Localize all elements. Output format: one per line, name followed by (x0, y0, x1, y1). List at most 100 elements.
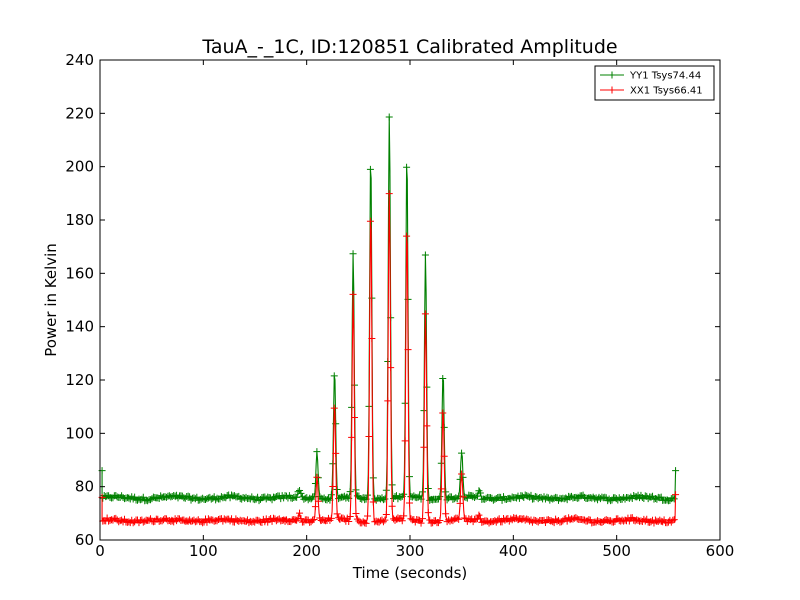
data-point (388, 502, 396, 510)
y-tick-label: 200 (65, 158, 94, 176)
data-point (419, 515, 427, 523)
data-point (527, 491, 535, 499)
data-point (238, 495, 246, 503)
legend-box (594, 65, 715, 101)
ticks-layer: 0 100 200 300 400 500 600 60 80 100 120 140 160 180 20… (65, 51, 734, 560)
data-point (314, 497, 322, 505)
data-point (400, 490, 408, 498)
data-point (327, 491, 335, 499)
data-point (459, 493, 467, 501)
data-point (533, 517, 541, 525)
data-point (643, 515, 651, 523)
x-tick-label: 300 (396, 542, 425, 560)
data-point (423, 422, 431, 430)
series-markers-0 (98, 113, 680, 505)
legend-label: YY1 Tsys74.44 (629, 71, 701, 82)
data-point (378, 494, 386, 502)
data-point (212, 496, 220, 504)
data-point (346, 488, 354, 496)
data-point (175, 515, 183, 523)
data-point (471, 494, 479, 502)
data-point (403, 232, 411, 240)
data-point (139, 493, 147, 501)
data-point (209, 516, 217, 524)
data-point (228, 491, 236, 499)
data-point (510, 514, 518, 522)
data-point (624, 494, 632, 502)
data-point (609, 518, 617, 526)
data-point (230, 492, 238, 500)
data-point (473, 492, 481, 500)
data-point (385, 113, 393, 121)
data-point (407, 515, 415, 523)
data-point (485, 519, 493, 527)
data-point (116, 517, 124, 525)
data-point (633, 493, 641, 501)
data-point (271, 493, 279, 501)
data-point (314, 474, 322, 482)
data-point (313, 448, 321, 456)
data-point (601, 493, 609, 501)
data-point (416, 492, 424, 500)
data-point (460, 514, 468, 522)
data-point (364, 512, 372, 520)
data-point (180, 494, 188, 502)
data-point (353, 515, 361, 523)
data-point (452, 494, 460, 502)
data-point (288, 494, 296, 502)
data-point (436, 516, 444, 524)
data-point (332, 449, 340, 457)
data-point (313, 473, 321, 481)
data-point (359, 518, 367, 526)
data-point (489, 496, 497, 504)
data-point (309, 516, 317, 524)
data-point (573, 515, 581, 523)
data-point (245, 494, 253, 502)
data-point (456, 499, 464, 507)
data-point (349, 250, 357, 258)
data-point (385, 190, 393, 198)
data-point (330, 372, 338, 380)
data-point (534, 518, 542, 526)
data-point (634, 516, 642, 524)
data-point (663, 496, 671, 504)
data-point (255, 517, 263, 525)
data-point (455, 515, 463, 523)
data-point (657, 493, 665, 501)
data-point (424, 509, 432, 517)
data-point (621, 495, 629, 503)
data-point (599, 517, 607, 525)
data-point (310, 515, 318, 523)
data-point (199, 519, 207, 527)
data-point (439, 409, 447, 417)
data-point (578, 492, 586, 500)
data-point (513, 514, 521, 522)
data-point (420, 443, 428, 451)
data-point (381, 516, 389, 524)
data-point (366, 165, 374, 173)
legend-marker (608, 86, 616, 94)
data-point (424, 484, 432, 492)
data-point (449, 495, 457, 503)
data-point (443, 518, 451, 526)
data-point (439, 375, 447, 383)
series-layer (98, 113, 680, 527)
data-point (333, 486, 341, 494)
data-point (217, 493, 225, 501)
data-point (366, 217, 374, 225)
data-point (242, 493, 250, 501)
data-point (186, 493, 194, 501)
y-tick-label: 220 (65, 104, 94, 122)
data-point (361, 496, 369, 504)
data-point (436, 493, 444, 501)
data-point (605, 495, 613, 503)
data-point (651, 494, 659, 502)
data-point (382, 511, 390, 519)
x-tick-label: 0 (95, 542, 105, 560)
data-point (304, 496, 312, 504)
data-point (144, 497, 152, 505)
data-point (131, 493, 139, 501)
data-point (398, 517, 406, 525)
data-point (453, 514, 461, 522)
